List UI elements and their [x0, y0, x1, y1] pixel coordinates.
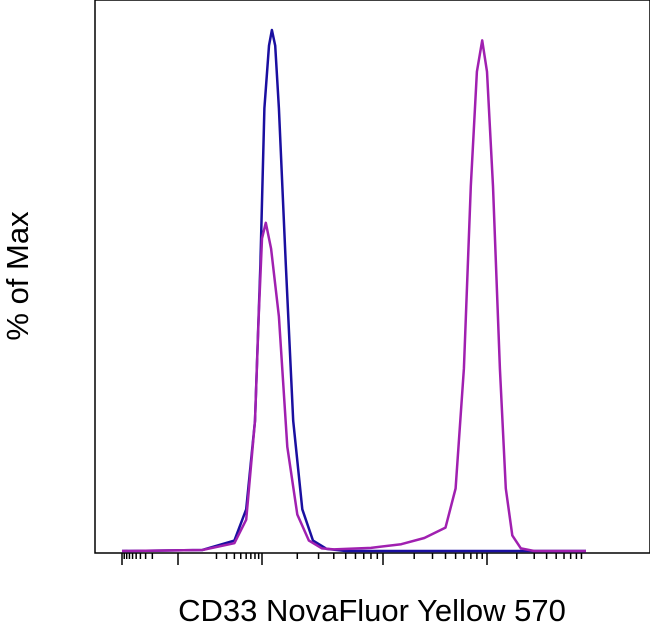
x-axis-ticks: [121, 553, 583, 565]
series-line-1: [121, 28, 586, 553]
series-layer: [121, 28, 586, 553]
x-axis-label: CD33 NovaFluor Yellow 570: [178, 593, 566, 628]
series-line-2: [121, 39, 586, 553]
y-axis-label: % of Max: [0, 211, 35, 341]
plot-frame: [94, 0, 650, 554]
